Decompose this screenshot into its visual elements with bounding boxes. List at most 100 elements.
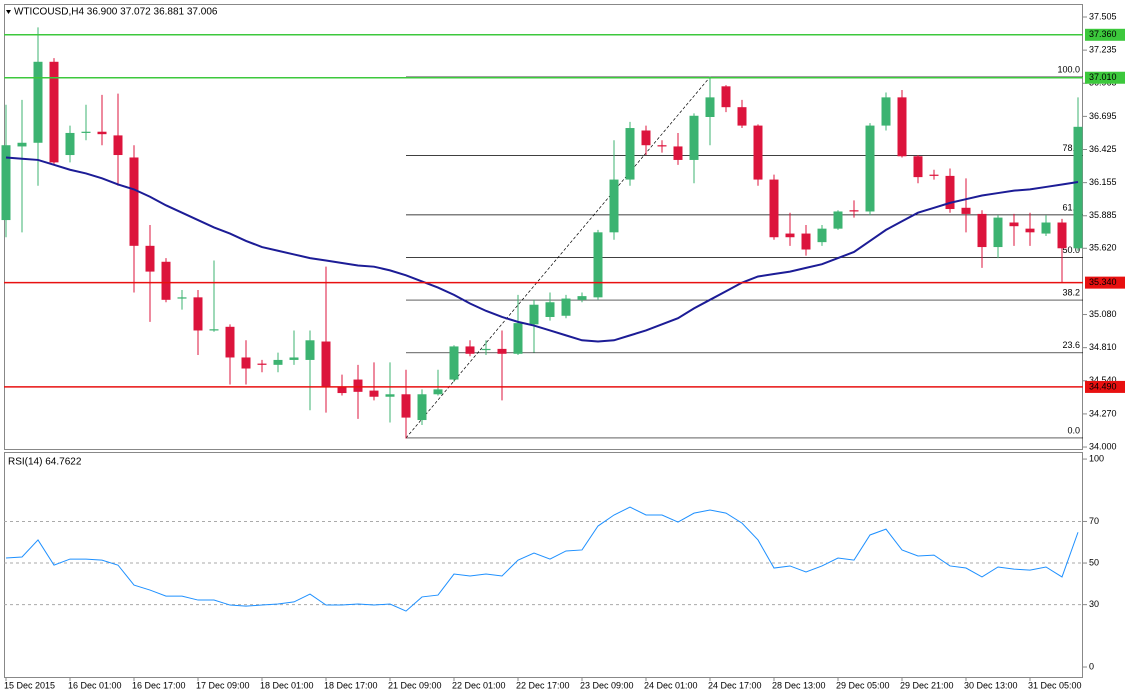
candle-body — [705, 97, 715, 117]
x-tick-label: 23 Dec 09:00 — [580, 680, 634, 690]
candle-body — [1025, 228, 1035, 233]
candle-body — [849, 210, 859, 212]
y-tick-label: 35.885 — [1089, 210, 1117, 220]
x-tick-label: 18 Dec 01:00 — [260, 680, 314, 690]
candle-body — [209, 329, 219, 331]
candle-body — [81, 131, 91, 133]
y-tick-label: 30 — [1089, 599, 1099, 609]
candle-body — [177, 297, 187, 299]
y-tick-label: 36.155 — [1089, 177, 1117, 187]
y-tick-label: 34.810 — [1089, 342, 1117, 352]
y-tick-label: 50 — [1089, 557, 1099, 567]
moving-average — [5, 156, 1079, 343]
candle-body — [657, 145, 667, 147]
level-box — [1085, 380, 1125, 393]
candle-body — [513, 323, 523, 354]
candle-body — [561, 298, 571, 316]
fibo-label: 38.2 — [1062, 287, 1080, 297]
candle-body — [161, 261, 171, 300]
candle-body — [113, 135, 123, 156]
level-box — [1085, 28, 1125, 41]
rsi-line — [5, 506, 1079, 612]
candle-body — [1009, 222, 1019, 227]
candle-body — [737, 107, 747, 126]
candle-body — [641, 130, 651, 146]
candle-body — [481, 348, 491, 351]
x-tick-label: 24 Dec 01:00 — [644, 680, 698, 690]
candle-body — [817, 228, 827, 243]
x-tick-label: 29 Dec 21:00 — [900, 680, 954, 690]
candle-body — [273, 359, 283, 365]
x-tick-label: 17 Dec 09:00 — [196, 680, 250, 690]
level-box — [1085, 71, 1125, 84]
candle-body — [529, 304, 539, 325]
candle-body — [289, 357, 299, 360]
y-tick-label: 35.080 — [1089, 309, 1117, 319]
y-tick-label: 70 — [1089, 516, 1099, 526]
candle-body — [913, 156, 923, 178]
candle-body — [769, 179, 779, 238]
y-tick-label: 34.000 — [1089, 441, 1117, 451]
candle-body — [465, 346, 475, 354]
candle-body — [193, 297, 203, 331]
candle-body — [945, 175, 955, 210]
candle-body — [129, 157, 139, 246]
candle-body — [753, 125, 763, 180]
candle-body — [801, 233, 811, 250]
fibo-label: 78.2 — [1062, 143, 1080, 153]
candle-body — [673, 146, 683, 160]
y-tick-label: 35.620 — [1089, 243, 1117, 253]
candle-body — [929, 174, 939, 176]
x-tick-label: 22 Dec 17:00 — [516, 680, 570, 690]
y-tick-label: 36.425 — [1089, 144, 1117, 154]
candle-body — [305, 340, 315, 360]
x-tick-label: 24 Dec 17:00 — [708, 680, 762, 690]
candle-body — [881, 97, 891, 126]
x-tick-label: 31 Dec 05:00 — [1028, 680, 1082, 690]
candle-body — [545, 302, 555, 317]
rsi-title: RSI(14) 64.7622 — [8, 457, 82, 468]
candle-body — [721, 86, 731, 108]
y-tick-label: 37.505 — [1089, 11, 1117, 21]
x-tick-label: 29 Dec 05:00 — [836, 680, 890, 690]
fibo-label: 50.0 — [1062, 245, 1080, 255]
candle-body — [1057, 222, 1067, 249]
candle-body — [97, 131, 107, 135]
candle-body — [865, 125, 875, 212]
candle-body — [401, 394, 411, 418]
y-tick-label: 34.540 — [1089, 375, 1117, 385]
level-label: 35.340 — [1089, 277, 1117, 287]
x-tick-label: 28 Dec 13:00 — [772, 680, 826, 690]
y-tick-label: 100 — [1089, 453, 1104, 463]
candle-body — [49, 61, 59, 163]
level-box — [1085, 276, 1125, 289]
candle-body — [577, 296, 587, 300]
candle-body — [625, 128, 635, 180]
candle-body — [497, 348, 507, 354]
x-tick-label: 16 Dec 17:00 — [132, 680, 186, 690]
candle-body — [369, 390, 379, 397]
y-tick-label: 36.695 — [1089, 111, 1117, 121]
candle-body — [1041, 222, 1051, 234]
candle-body — [897, 97, 907, 157]
candle-body — [353, 379, 363, 392]
y-tick-label: 34.270 — [1089, 408, 1117, 418]
candle-body — [833, 211, 843, 229]
level-label: 34.490 — [1089, 381, 1117, 391]
candle-body — [33, 61, 43, 143]
x-tick-label: 15 Dec 2015 — [4, 680, 55, 690]
candle-body — [785, 233, 795, 238]
fibo-label: 100.0 — [1057, 64, 1080, 74]
candle-body — [609, 179, 619, 233]
candle-body — [321, 341, 331, 387]
candle-body — [593, 232, 603, 298]
candle-body — [241, 357, 251, 369]
candle-body — [385, 394, 395, 397]
x-tick-label: 21 Dec 09:00 — [388, 680, 442, 690]
candle-body — [993, 217, 1003, 248]
x-tick-label: 16 Dec 01:00 — [68, 680, 122, 690]
fibo-trend — [405, 76, 711, 439]
level-label: 37.360 — [1089, 29, 1117, 39]
candle-body — [961, 207, 971, 214]
x-tick-label: 22 Dec 01:00 — [452, 680, 506, 690]
